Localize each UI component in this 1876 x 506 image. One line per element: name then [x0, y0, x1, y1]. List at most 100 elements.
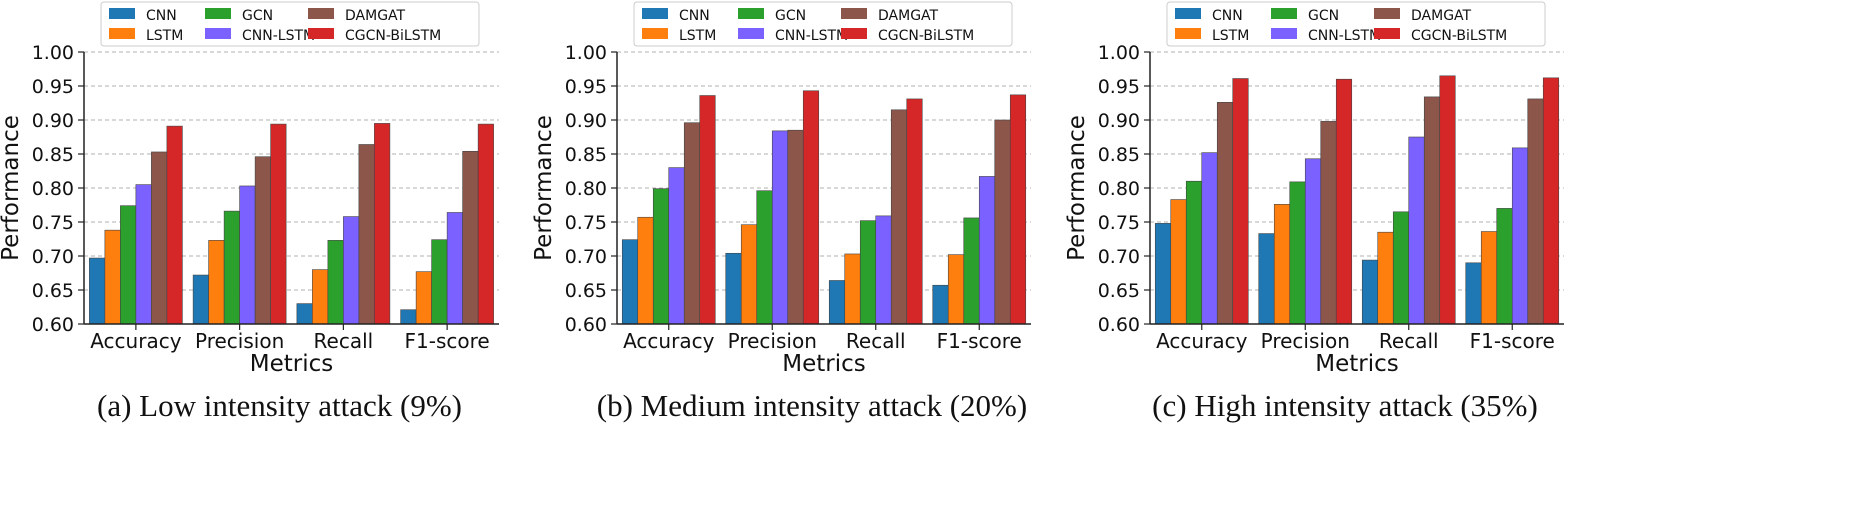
legend-swatch-cnn: [642, 8, 668, 19]
bar-gcn-recall: [327, 240, 344, 325]
bar-cnn-lstm-f1-score: [446, 212, 463, 325]
bar-cnn-recall: [296, 303, 313, 325]
bar-cnn-lstm-precision: [1304, 158, 1322, 325]
y-tick-label: 1.00: [565, 42, 607, 64]
y-tick-label: 0.90: [1098, 110, 1140, 132]
chart-panel-high-intensity: 0.60 0.65 0.70 0.75 0.80 0.85 0.90 0.95 1.00 Accu…: [1064, 1, 1564, 423]
bar-lstm-precision: [208, 240, 225, 325]
y-tick-label: 0.60: [1098, 314, 1140, 336]
bar-lstm-precision: [740, 224, 758, 325]
y-tick-label: 0.85: [1098, 144, 1140, 166]
bar-cgcn-bilstm-accuracy: [699, 95, 716, 325]
bar-gcn-accuracy: [120, 205, 137, 325]
bar-cgcn-bilstm-f1-score: [477, 123, 494, 325]
bar-cnn-lstm-accuracy: [1201, 152, 1218, 325]
bar-damgat-f1-score: [1527, 98, 1544, 325]
bar-lstm-accuracy: [1170, 199, 1187, 325]
x-axis-label: Metrics: [1315, 351, 1399, 377]
legend-label: LSTM: [146, 28, 183, 44]
bar-lstm-f1-score: [947, 254, 965, 325]
x-axis-label: Metrics: [782, 351, 866, 377]
bar-cnn-lstm-recall: [1408, 136, 1425, 325]
y-tick-label: 0.80: [32, 178, 74, 200]
bar-lstm-accuracy: [104, 229, 121, 325]
bar-cgcn-bilstm-f1-score: [1009, 94, 1027, 325]
x-tick-label: Precision: [1261, 329, 1350, 353]
y-axis-label: Performance: [0, 115, 24, 261]
bar-damgat-accuracy: [683, 122, 701, 325]
legend-swatch-damgat: [841, 8, 867, 19]
y-tick-label: 0.75: [1098, 212, 1140, 234]
bar-damgat-accuracy: [151, 151, 168, 325]
y-tick-label: 0.70: [565, 246, 607, 268]
bar-cnn-precision: [725, 252, 742, 325]
bar-cnn-lstm-recall: [343, 216, 360, 325]
bar-cgcn-bilstm-recall: [374, 123, 391, 325]
legend-swatch-cnn-lstm: [1271, 28, 1297, 39]
bar-damgat-precision: [1320, 121, 1337, 325]
y-axis-label: Performance: [531, 115, 557, 261]
y-tick-label: 0.95: [1098, 76, 1140, 98]
y-tick-label: 0.70: [32, 246, 74, 268]
legend-label: CNN: [146, 8, 177, 24]
bar-cnn-lstm-f1-score: [1511, 147, 1529, 325]
bar-cgcn-bilstm-recall: [906, 98, 923, 325]
bar-lstm-accuracy: [637, 216, 654, 325]
subfigure-caption: (c) High intensity attack (35%): [1152, 388, 1538, 423]
bar-lstm-f1-score: [415, 271, 432, 325]
bar-gcn-f1-score: [431, 239, 448, 325]
legend-swatch-cnn-lstm: [205, 28, 231, 39]
legend-label: CNN-LSTM: [1308, 28, 1381, 44]
bar-cnn-f1-score: [1465, 262, 1482, 325]
bar-cnn-recall: [828, 280, 846, 325]
legend-swatch-damgat: [308, 8, 334, 19]
bar-damgat-precision: [254, 156, 271, 325]
bar-cnn-f1-score: [932, 284, 949, 325]
bar-cgcn-bilstm-precision: [1335, 78, 1353, 325]
bar-cnn-lstm-f1-score: [978, 176, 996, 325]
bar-damgat-recall: [890, 109, 908, 325]
legend-swatch-lstm: [109, 28, 135, 39]
legend-label: GCN: [775, 8, 806, 24]
bar-cnn-lstm-accuracy: [668, 167, 685, 325]
bar-damgat-f1-score: [462, 150, 479, 325]
bar-lstm-f1-score: [1480, 231, 1498, 325]
legend-swatch-cgcn-bilstm: [841, 28, 867, 39]
bar-cnn-f1-score: [400, 309, 417, 325]
legend-swatch-lstm: [642, 28, 668, 39]
y-tick-label: 0.65: [1098, 280, 1140, 302]
y-tick-label: 1.00: [1098, 42, 1140, 64]
legend-swatch-cnn: [1175, 8, 1201, 19]
bar-cnn-recall: [1361, 259, 1379, 325]
bar-damgat-f1-score: [994, 119, 1011, 325]
legend-swatch-cnn: [109, 8, 135, 19]
y-axis-label: Performance: [1064, 115, 1090, 261]
legend-frame: [100, 1, 480, 47]
legend-label: CNN: [679, 8, 710, 24]
legend-swatch-lstm: [1175, 28, 1201, 39]
y-tick-label: 0.95: [32, 76, 74, 98]
y-tick-label: 0.60: [32, 314, 74, 336]
bar-damgat-accuracy: [1216, 102, 1234, 325]
bar-damgat-recall: [1423, 96, 1441, 325]
bar-damgat-precision: [787, 129, 804, 325]
bar-gcn-f1-score: [1496, 208, 1513, 325]
bar-cgcn-bilstm-precision: [270, 123, 287, 325]
bar-cnn-lstm-precision: [239, 185, 256, 325]
bar-lstm-precision: [1273, 204, 1291, 325]
x-tick-label: Recall: [846, 329, 906, 353]
x-tick-label: F1-score: [405, 329, 490, 353]
legend-label: LSTM: [1212, 28, 1249, 44]
x-tick-label: Accuracy: [90, 329, 181, 353]
legend-swatch-gcn: [738, 8, 764, 19]
legend-label: GCN: [242, 8, 273, 24]
y-tick-label: 0.95: [565, 76, 607, 98]
legend: CNN LSTM GCN CNN-LSTM DAMGAT CGCN-BiLSTM: [1166, 1, 1546, 47]
subfigure-caption: (a) Low intensity attack (9%): [97, 388, 462, 423]
bar-cgcn-bilstm-recall: [1439, 75, 1456, 325]
bar-cgcn-bilstm-f1-score: [1542, 77, 1560, 325]
chart-panel-low-intensity: 0.60 0.65 0.70 0.75 0.80 0.85 0.90 0.95 1.00 Accu…: [0, 1, 499, 423]
bar-cgcn-bilstm-precision: [802, 90, 820, 325]
bar-gcn-recall: [859, 220, 877, 325]
bar-cgcn-bilstm-accuracy: [166, 125, 183, 325]
